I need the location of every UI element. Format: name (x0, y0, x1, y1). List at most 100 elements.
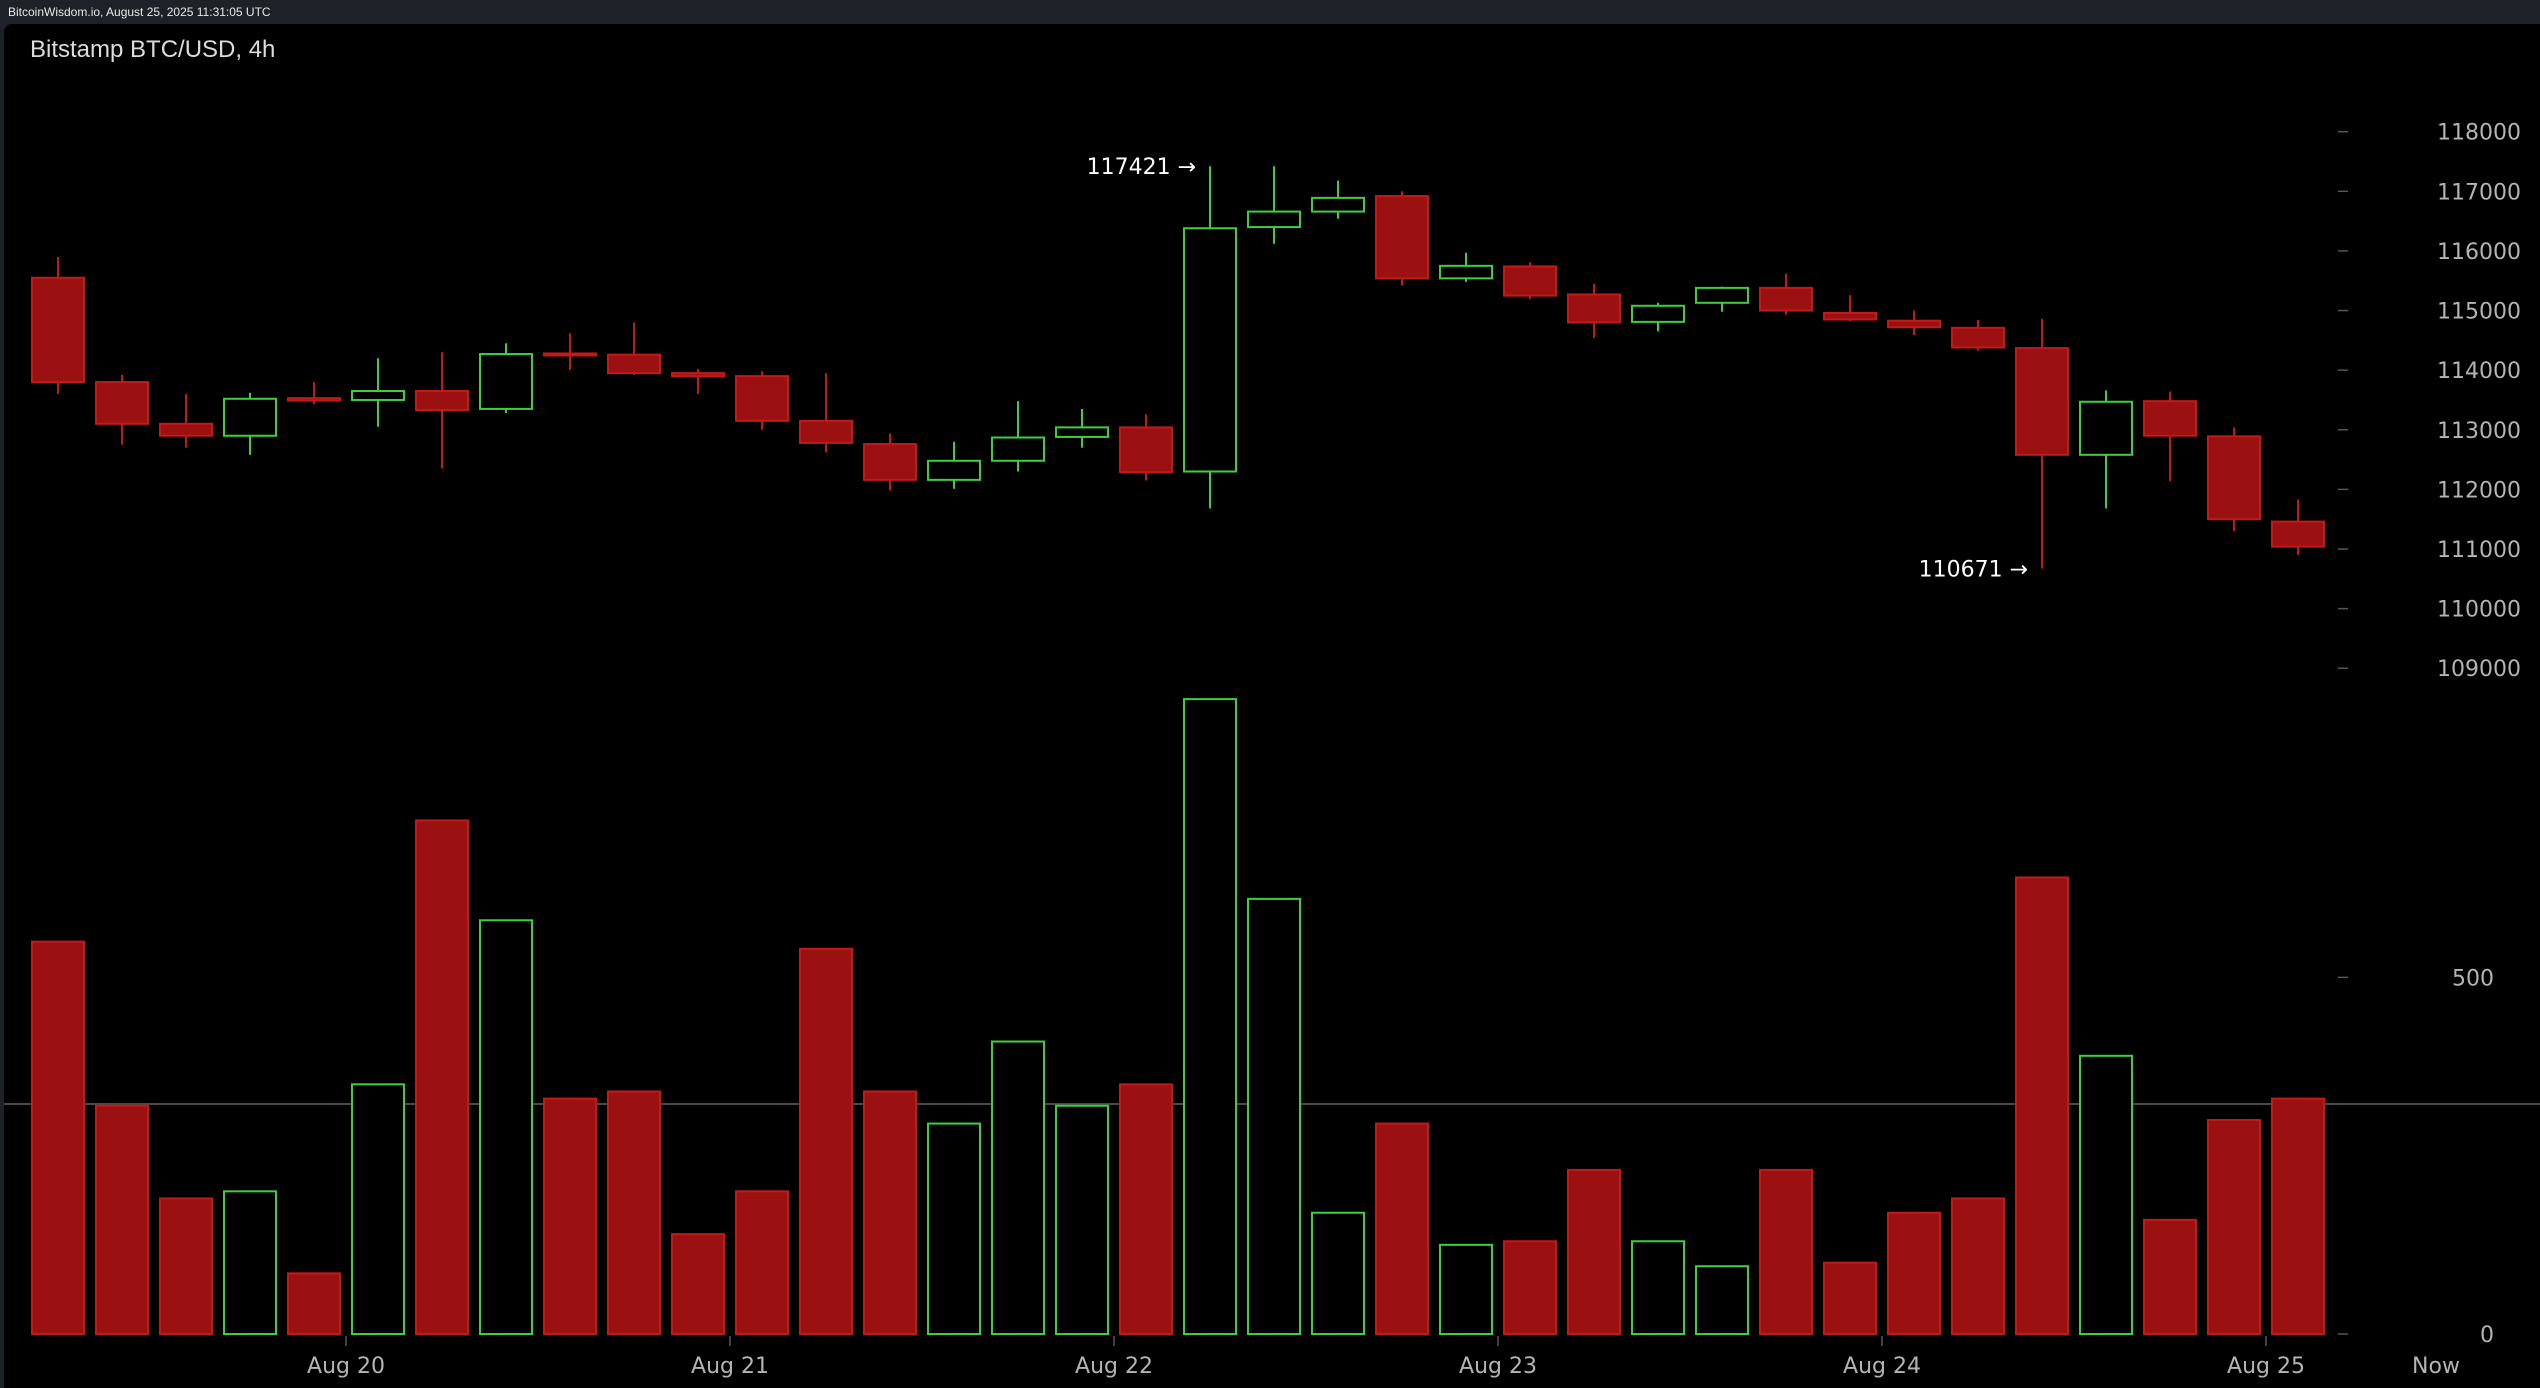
candle (31, 256, 85, 394)
candle-body (415, 390, 469, 412)
candle (223, 392, 277, 455)
candle (351, 358, 405, 427)
y-tick-label: 115000 (2437, 300, 2521, 325)
volume-bar (1055, 1104, 1109, 1335)
y-tick-label: 109000 (2437, 657, 2521, 682)
x-tick-label: Aug 23 (1459, 1354, 1537, 1379)
candle-body (1951, 326, 2005, 349)
volume-bar (1951, 1197, 2005, 1336)
chart-panel: Bitstamp BTC/USD, 4h 109000 110000 111000 1… (4, 24, 2540, 1388)
candle (479, 343, 533, 414)
candle-body (351, 390, 405, 401)
candle-body (543, 352, 597, 357)
candlestick-chart[interactable]: 109000 110000 111000 112000 113000 114000 1150… (4, 24, 2540, 1388)
volume-tick-label: 0 (2480, 1323, 2494, 1348)
volume-bar (607, 1090, 661, 1336)
candle (1119, 414, 1173, 481)
volume-bar (1183, 698, 1237, 1335)
volume-bar (1759, 1168, 1813, 1336)
top-bar: BitcoinWisdom.io, August 25, 2025 11:31:… (0, 0, 2540, 24)
candle-body (671, 372, 725, 378)
candle (2207, 427, 2261, 532)
candle (607, 322, 661, 375)
candle (1439, 252, 1493, 282)
candle (543, 333, 597, 371)
candle-body (1631, 304, 1685, 323)
volume-bar (95, 1104, 149, 1335)
volume-bar (159, 1197, 213, 1336)
x-tick-label: Aug 24 (1843, 1354, 1921, 1379)
volume-bar (1887, 1211, 1941, 1335)
candle-body (1055, 426, 1109, 438)
candle-body (1759, 286, 1813, 312)
candle-body (159, 422, 213, 437)
candle (1375, 191, 1429, 286)
candle (735, 371, 789, 430)
volume-bar (351, 1083, 405, 1336)
candle (1311, 180, 1365, 219)
x-tick-label: Aug 20 (307, 1354, 385, 1379)
y-tick-label: 112000 (2437, 478, 2521, 503)
volume-bar (479, 919, 533, 1335)
candle-body (1375, 195, 1429, 280)
candle (1631, 302, 1685, 332)
candle (1567, 283, 1621, 338)
volume-bar (1375, 1122, 1429, 1335)
candle-body (1567, 293, 1621, 324)
candles (31, 166, 2325, 569)
candle (671, 368, 725, 394)
volume-bar (2079, 1054, 2133, 1336)
candle-body (1311, 196, 1365, 213)
price-annotation: 117421 → (1087, 155, 1196, 180)
candle-body (95, 381, 149, 425)
x-tick-label: Aug 21 (691, 1354, 769, 1379)
annotations: 117421 → 110671 → (1087, 155, 2028, 582)
candle-body (1695, 286, 1749, 304)
candle-body (1247, 210, 1301, 229)
candle (2015, 318, 2069, 569)
volume-bar (1503, 1240, 1557, 1336)
axes: 109000 110000 111000 112000 113000 114000 1150… (4, 121, 2540, 1379)
volume-bar (2271, 1097, 2325, 1335)
candle (991, 401, 1045, 472)
candle (415, 352, 469, 469)
volume-bar (1631, 1240, 1685, 1336)
candle (95, 374, 149, 445)
volume-bar (927, 1122, 981, 1335)
candle (863, 433, 917, 491)
candle (1823, 295, 1877, 322)
volume-bar (2143, 1218, 2197, 1336)
candle (1887, 310, 1941, 335)
candle (799, 373, 853, 453)
candle (1951, 320, 2005, 351)
candle-body (1119, 426, 1173, 474)
volume-bar (31, 940, 85, 1336)
candle-body (1439, 264, 1493, 280)
candle-body (223, 397, 277, 437)
volume-bar (543, 1097, 597, 1335)
x-tick-label: Aug 25 (2227, 1354, 2305, 1379)
y-tick-label: 113000 (2437, 419, 2521, 444)
volume-bar (1247, 897, 1301, 1335)
candle (2143, 391, 2197, 482)
y-tick-label: 110000 (2437, 598, 2521, 623)
volume-bar (863, 1090, 917, 1336)
candle (287, 382, 341, 405)
volume-tick-label: 500 (2452, 966, 2494, 991)
y-tick-label: 118000 (2437, 121, 2521, 146)
volume-bar (991, 1040, 1045, 1335)
candle-body (2079, 400, 2133, 456)
y-tick-label: 117000 (2437, 180, 2521, 205)
volume-bar (735, 1190, 789, 1336)
candle (1247, 166, 1301, 244)
candle-body (1887, 319, 1941, 329)
volume-bar (1823, 1261, 1877, 1335)
chart-title: Bitstamp BTC/USD, 4h (30, 36, 276, 63)
candle-body (2271, 520, 2325, 548)
volume-bar (671, 1233, 725, 1335)
candle-body (1503, 265, 1557, 297)
candle-body (479, 353, 533, 410)
candle-body (735, 375, 789, 422)
volume-bar (1311, 1211, 1365, 1335)
candle (1503, 262, 1557, 300)
